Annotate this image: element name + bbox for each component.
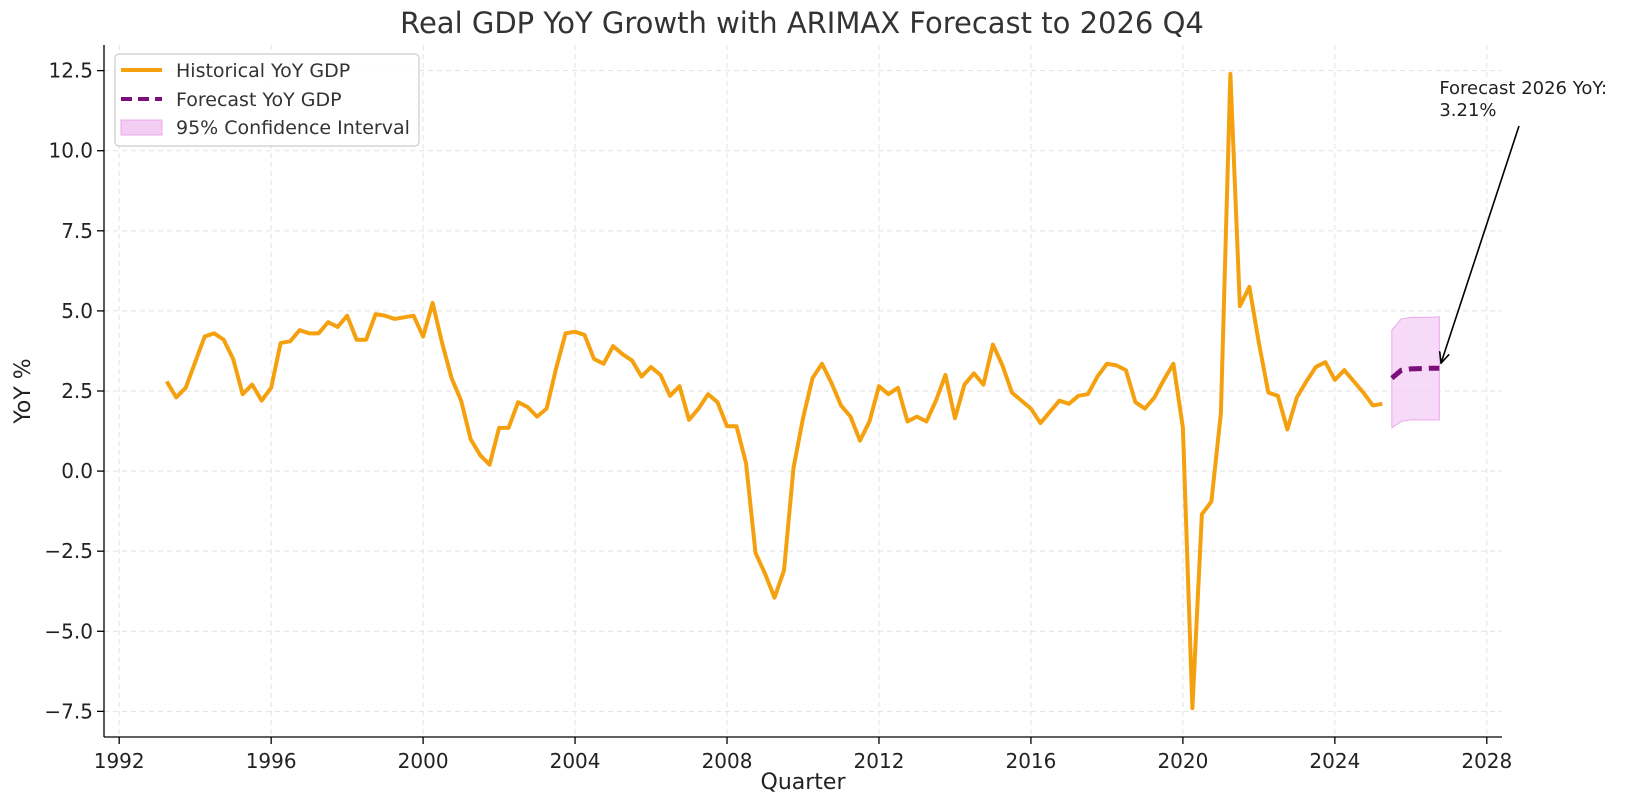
- chart-title: Real GDP YoY Growth with ARIMAX Forecast…: [400, 6, 1204, 40]
- confidence-band-layer: [1391, 316, 1440, 429]
- x-tick-label: 2024: [1309, 749, 1360, 773]
- y-tick-label: −7.5: [44, 699, 93, 723]
- y-tick-label: −2.5: [44, 539, 93, 563]
- x-tick-label: 2012: [854, 749, 905, 773]
- y-tick-label: 2.5: [61, 379, 93, 403]
- x-ticks: 1992 1996 2000 2004 2008 2012 2016 2020 2024 2028: [94, 737, 1512, 773]
- y-tick-label: 7.5: [61, 219, 93, 243]
- y-tick-label: 10.0: [48, 139, 93, 163]
- legend-ci-swatch: [120, 119, 163, 136]
- series-layer: [164, 71, 1440, 711]
- grid-lines: [104, 45, 1502, 737]
- x-tick-label: 2008: [702, 749, 753, 773]
- legend-forecast-label: Forecast YoY GDP: [176, 89, 342, 111]
- historical-series-line: [164, 71, 1383, 711]
- y-axis-label: YoY %: [11, 358, 36, 424]
- annotation-arrow: [1441, 125, 1520, 362]
- y-tick-label: 5.0: [61, 299, 93, 323]
- legend-box: [114, 53, 420, 147]
- x-tick-label: 1996: [246, 749, 297, 773]
- forecast-annotation: Forecast 2026 YoY: 3.21%: [1439, 78, 1607, 362]
- x-tick-label: 2004: [550, 749, 601, 773]
- forecast-series-line: [1390, 365, 1440, 381]
- x-tick-label: 2020: [1157, 749, 1208, 773]
- legend-ci-label: 95% Confidence Interval: [176, 117, 410, 139]
- annotation-text-line-2: 3.21%: [1439, 100, 1496, 121]
- x-tick-label: 1992: [94, 749, 145, 773]
- legend-historical-label: Historical YoY GDP: [176, 60, 350, 82]
- y-tick-label: 0.0: [61, 459, 93, 483]
- x-tick-label: 2000: [398, 749, 449, 773]
- y-tick-label: 12.5: [48, 59, 93, 83]
- x-tick-label: 2028: [1461, 749, 1512, 773]
- confidence-band: [1391, 316, 1440, 429]
- x-axis-label: Quarter: [761, 770, 847, 795]
- annotation-text-line-1: Forecast 2026 YoY:: [1439, 78, 1607, 99]
- x-tick-label: 2016: [1005, 749, 1056, 773]
- legend: Historical YoY GDP Forecast YoY GDP 95% …: [114, 53, 420, 147]
- y-tick-label: −5.0: [44, 619, 93, 643]
- y-ticks: −7.5 −5.0 −2.5 0.0 2.5 5.0 7.5 10.0 12.5: [44, 59, 104, 723]
